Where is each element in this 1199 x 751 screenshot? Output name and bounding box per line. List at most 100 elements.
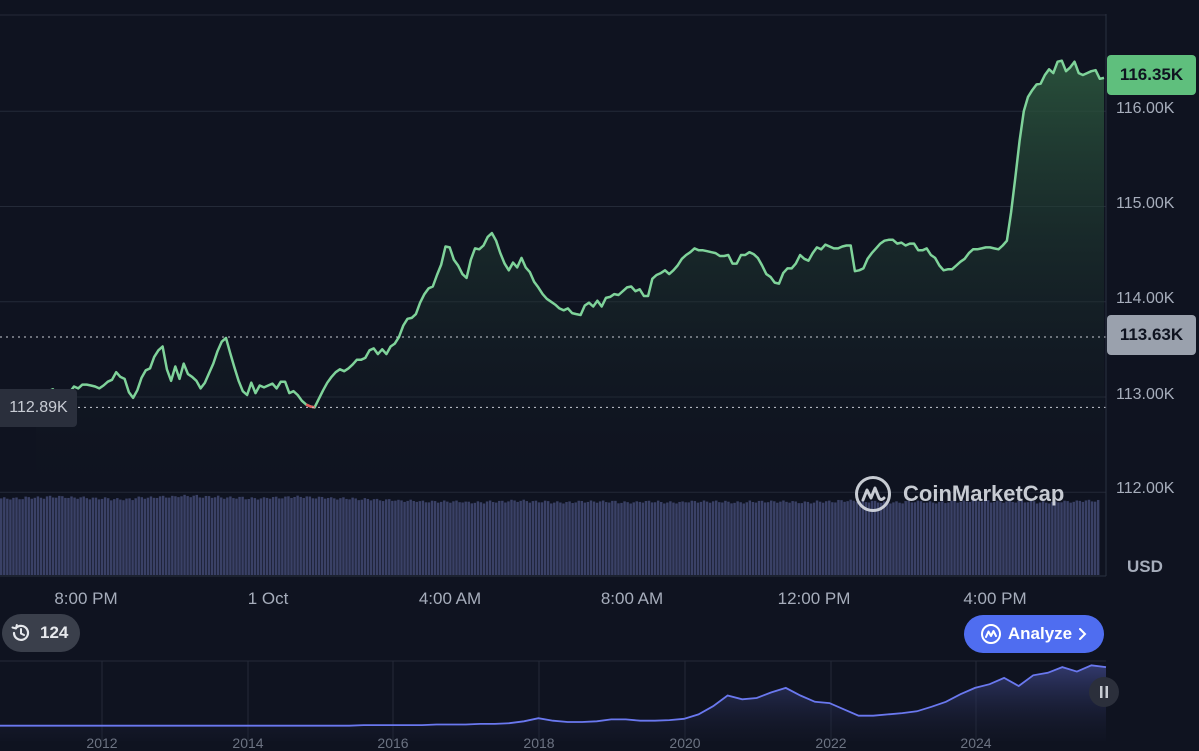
volume-bar	[498, 500, 501, 575]
volume-bar	[333, 498, 336, 575]
volume-bar	[275, 496, 278, 575]
volume-bar	[623, 501, 626, 575]
x-tick-4pm: 4:00 PM	[963, 589, 1027, 608]
volume-bar	[149, 496, 153, 575]
volume-bar	[1096, 499, 1100, 575]
volume-bar	[543, 500, 547, 575]
volume-bar	[849, 499, 852, 575]
volume-bar	[360, 499, 364, 575]
volume-bar	[256, 499, 260, 575]
volume-bar	[1041, 501, 1045, 575]
navigator-area	[0, 665, 1106, 741]
x-tick-12pm: 12:00 PM	[777, 589, 851, 608]
volume-bar	[977, 501, 981, 575]
volume-bar	[21, 499, 24, 575]
volume-bar	[482, 503, 486, 575]
volume-bar	[363, 498, 367, 575]
volume-bar	[216, 495, 220, 575]
volume-bar	[962, 500, 965, 575]
volume-bar	[867, 502, 871, 575]
volume-bar	[990, 502, 993, 575]
volume-bar	[935, 503, 938, 575]
volume-bar	[956, 502, 959, 575]
volume-bar	[6, 498, 9, 575]
analyze-button[interactable]: Analyze	[964, 615, 1104, 653]
volume-bar	[779, 501, 782, 575]
volume-bar	[663, 503, 666, 575]
volume-bar	[61, 496, 64, 575]
volume-bar	[91, 497, 95, 575]
navigator-year-2014: 2014	[232, 735, 264, 751]
volume-bar	[232, 498, 235, 575]
volume-bar	[323, 498, 327, 575]
volume-bar	[27, 497, 30, 575]
volume-bar	[443, 500, 446, 575]
volume-bar	[180, 496, 183, 575]
history-button[interactable]: 124	[2, 614, 81, 652]
volume-bar	[510, 499, 513, 575]
volume-bar	[204, 495, 208, 575]
volume-bar	[556, 501, 559, 575]
volume-bar	[916, 500, 920, 575]
volume-bar	[418, 501, 422, 575]
volume-bar	[15, 497, 18, 575]
volume-bar	[568, 501, 571, 575]
low-price-tag: 112.89K	[0, 389, 77, 427]
volume-bar	[883, 501, 886, 575]
volume-bar	[351, 497, 354, 575]
volume-bar	[644, 501, 648, 575]
volume-bar	[281, 498, 284, 575]
volume-bar	[24, 496, 27, 575]
volume-bar	[372, 499, 376, 575]
volume-bar	[687, 502, 690, 575]
volume-bar	[553, 502, 556, 575]
volume-bar	[388, 499, 391, 575]
coinmarketcap-logo-icon	[855, 476, 891, 512]
volume-bar	[213, 497, 217, 575]
volume-bar	[470, 503, 474, 575]
volume-bar	[140, 497, 144, 575]
volume-bar	[70, 496, 73, 575]
volume-bar	[562, 503, 565, 575]
volume-bar	[125, 498, 128, 575]
analyze-label: Analyze	[1007, 624, 1073, 643]
navigator-pause-button[interactable]	[1089, 677, 1119, 707]
volume-bar	[250, 497, 254, 575]
volume-bar	[375, 498, 379, 575]
volume-bar	[763, 502, 767, 575]
volume-bar	[244, 499, 247, 575]
volume-bar	[931, 502, 935, 575]
navigator-year-2018: 2018	[523, 735, 555, 751]
volume-bar	[326, 497, 330, 575]
volume-bar	[928, 501, 932, 575]
volume-bar	[94, 497, 98, 575]
volume-bar	[910, 502, 914, 575]
volume-bar	[436, 502, 440, 575]
volume-bar	[262, 497, 266, 575]
volume-bar	[632, 502, 635, 575]
reference-price-tag: 113.63K	[1107, 315, 1196, 355]
volume-bar	[198, 497, 202, 575]
volume-bar	[1087, 499, 1091, 575]
volume-bar	[968, 501, 972, 575]
volume-bar	[220, 497, 223, 575]
volume-bar	[491, 502, 495, 575]
volume-bar	[357, 500, 360, 575]
volume-bar	[1069, 502, 1072, 575]
volume-bar	[106, 498, 110, 575]
volume-bar	[980, 501, 984, 575]
volume-bar	[919, 501, 923, 575]
volume-bar	[433, 501, 437, 575]
volume-bar	[1072, 501, 1075, 575]
volume-bar	[308, 496, 312, 575]
volume-bar	[177, 497, 180, 575]
volume-bar	[210, 497, 214, 575]
volume-bar	[656, 500, 660, 575]
y-tick-112000: 112.00K	[1116, 480, 1175, 497]
volume-bar	[702, 500, 706, 575]
volume-bar	[366, 498, 370, 575]
volume-bar	[9, 499, 12, 575]
volume-bar	[528, 502, 532, 575]
volume-bar	[913, 502, 917, 575]
